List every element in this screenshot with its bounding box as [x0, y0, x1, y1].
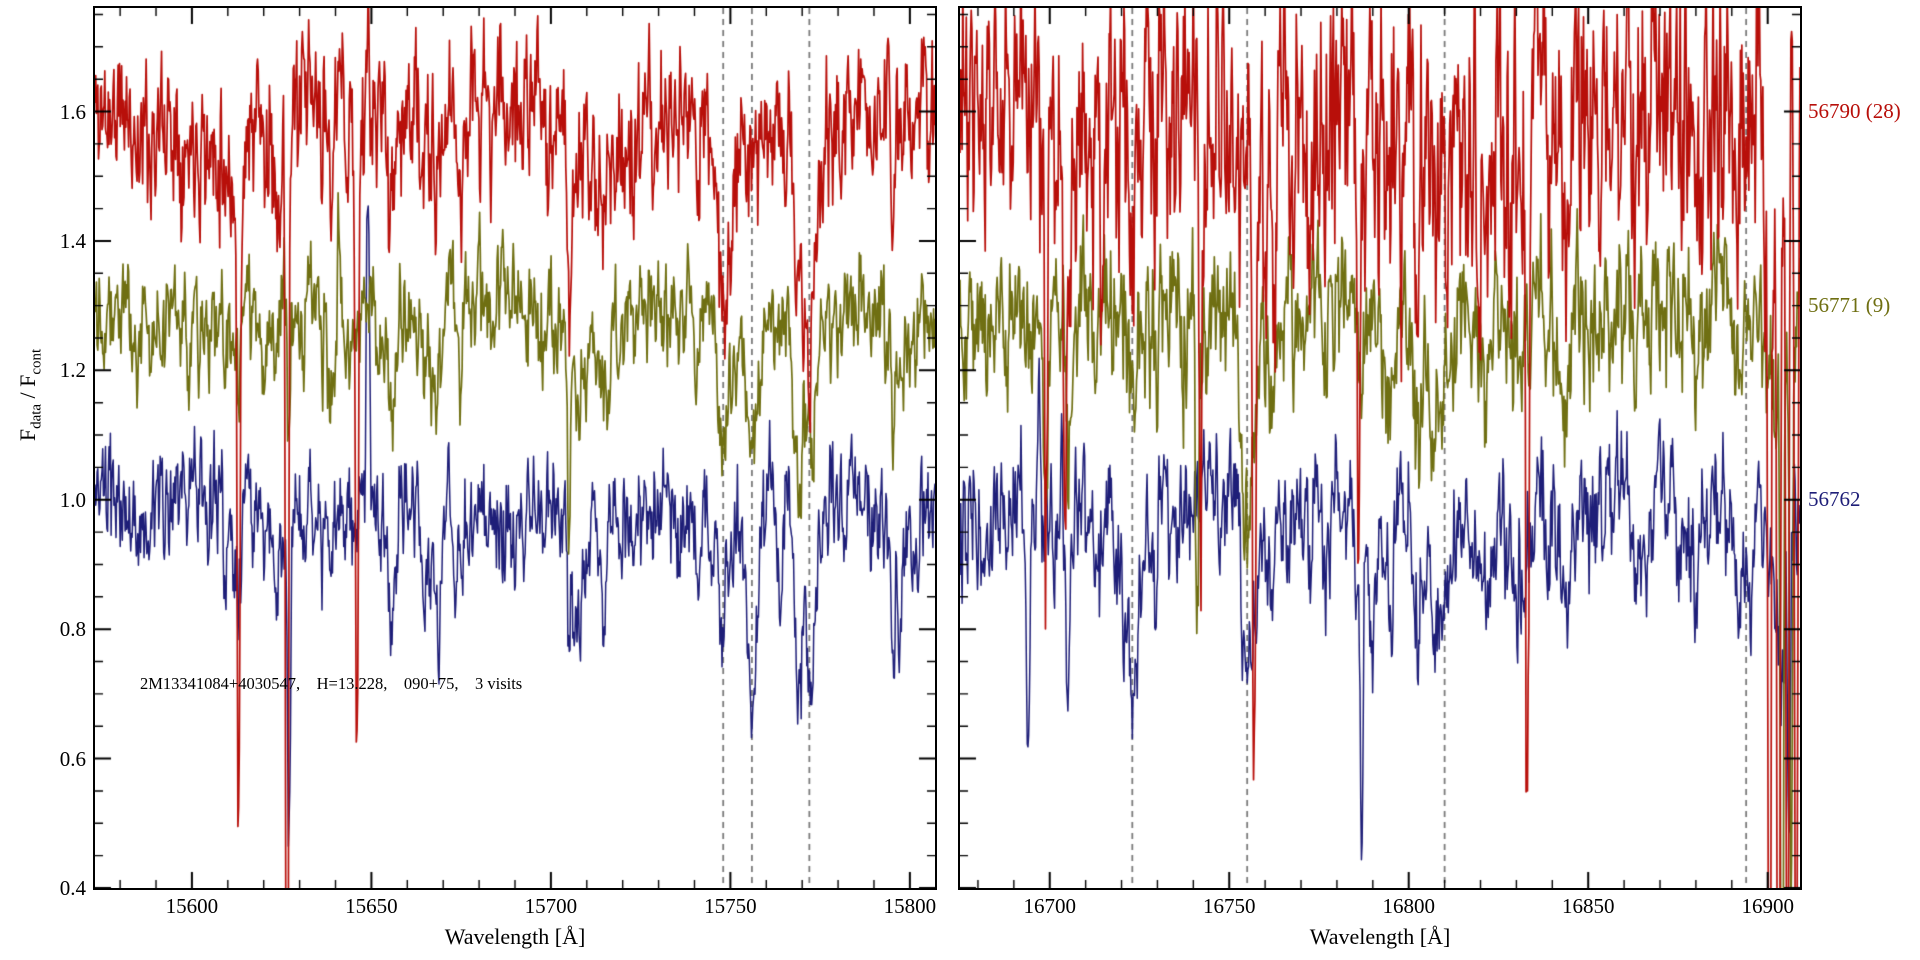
y-tick-label: 1.6 — [59, 99, 86, 124]
x-tick-label: 16700 — [1023, 894, 1076, 918]
x-tick-label: 16850 — [1561, 894, 1615, 918]
left-panel-canvas — [95, 8, 935, 888]
x-tick-label: 15600 — [165, 894, 219, 918]
y-axis-label-sub-data: data — [28, 403, 45, 429]
x-axis-label-left: Wavelength [Å] — [444, 924, 586, 949]
y-axis-label: Fdata / Fcont — [15, 275, 45, 515]
x-tick-label: 15750 — [704, 894, 757, 918]
x-tick-label: 16900 — [1741, 894, 1794, 918]
x-tick-label: 16800 — [1382, 894, 1435, 918]
x-tick-label: 15800 — [883, 894, 937, 918]
series-label: 56762 — [1808, 486, 1861, 511]
y-axis-label-f: F — [15, 428, 40, 442]
series-label: 56771 (9) — [1808, 292, 1891, 317]
series-label: 56790 (28) — [1808, 98, 1901, 123]
x-tick-label: 15700 — [524, 894, 578, 918]
x-tick-label: 16750 — [1202, 894, 1256, 918]
right-panel-canvas — [960, 8, 1800, 888]
left-panel — [93, 6, 937, 890]
target-annotation: 2M13341084+4030547, H=13.228, 090+75, 3 … — [140, 674, 523, 693]
x-tick-label: 15650 — [345, 894, 398, 918]
y-tick-label: 1.4 — [59, 228, 86, 253]
y-tick-label: 0.6 — [59, 746, 86, 771]
x-axis-label-right: Wavelength [Å] — [1309, 924, 1451, 949]
y-tick-label: 1.2 — [59, 358, 86, 383]
y-tick-label: 1.0 — [59, 487, 86, 512]
y-tick-label: 0.8 — [59, 617, 86, 642]
y-tick-label: 0.4 — [59, 876, 86, 900]
right-panel — [958, 6, 1802, 890]
